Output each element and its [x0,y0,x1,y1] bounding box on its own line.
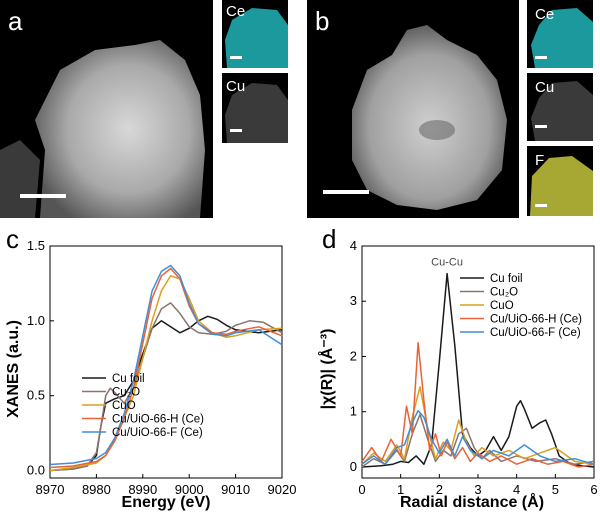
panel-b-sem-image: b [307,0,519,218]
panel-b-particle [352,25,507,210]
exafs-xtick-label: 0 [358,482,365,497]
panel-c-letter: c [6,224,19,254]
panel-b-map-ce-label: Ce [535,6,555,23]
panel-b-map-cu-label: Cu [535,79,555,96]
exafs-legend-label: CuO [490,300,514,312]
xanes-legend-label: Cu/UiO-66-F (Ce) [112,427,203,439]
exafs-xtick-label: 3 [474,482,481,497]
exafs-ytick-label: 0 [350,459,357,474]
xanes-ytick-label: 0.5 [27,388,45,403]
panel-a-particle [0,40,205,218]
exafs-xtick-label: 6 [590,482,597,497]
panel-a-map-ce: Ce [222,0,288,68]
exafs-series-0 [361,272,595,468]
panel-b-scale-bar [323,190,369,194]
xanes-legend-label: Cu₂O [112,387,140,399]
panel-a-map-ce-label: Ce [226,3,246,20]
xanes-legend-label: CuO [112,400,136,412]
panel-a-letter: a [8,6,23,36]
panel-a-scale-bar [20,194,66,198]
panel-b-map-ce: Ce [527,0,593,68]
exafs-annotation: Cu-Cu [431,257,463,269]
xanes-series-4 [49,264,283,466]
exafs-chart: |χ(R)| (Å⁻³) Radial distance (Å) 0 1 2 3 4 5 6… [317,238,598,511]
exafs-legend-label: Cu₂O [490,287,518,299]
xanes-chart: XANES (a.u.) Energy (eV) 8970 8980 8990 900… [5,238,297,511]
xanes-ytick-label: 1.0 [27,313,45,328]
exafs-ytick-label: 1 [350,404,357,419]
xanes-series-0 [49,315,283,472]
exafs-plot-frame [361,245,595,479]
exafs-legend-label: Cu/UiO-66-H (Ce) [490,314,582,326]
xanes-xtick-label: 8980 [82,482,111,497]
panel-b-map-f: F [527,146,593,216]
xanes-ytick-label: 0.0 [27,463,45,478]
exafs-xtick-label: 2 [436,482,443,497]
panel-b-map-f-label: F [535,152,545,169]
exafs-legend-label: Cu/UiO-66-F (Ce) [490,327,581,339]
exafs-ytick-label: 4 [350,238,357,253]
xanes-xtick-label: 9020 [268,482,297,497]
panel-a-sem-image: a [0,0,213,218]
exafs-ytick-label: 2 [350,348,357,363]
panel-b-letter: b [315,6,330,36]
panel-a-map-cu-label: Cu [226,78,246,95]
xanes-series-1 [49,302,283,472]
panel-b-map-f-scale-bar [535,204,547,207]
xanes-xlabel: Energy (eV) [122,494,211,511]
panel-b-map-cu: Cu [527,73,593,141]
exafs-xtick-label: 1 [397,482,404,497]
xanes-xtick-label: 8990 [128,482,157,497]
exafs-ylabel: |χ(R)| (Å⁻³) [317,329,336,410]
xanes-xtick-label: 9000 [175,482,204,497]
exafs-xlabel: Radial distance (Å) [400,492,544,511]
exafs-series-1 [361,413,595,468]
xanes-xtick-label: 9010 [221,482,250,497]
exafs-xtick-label: 4 [513,482,520,497]
exafs-legend-label: Cu foil [490,273,523,285]
panel-a-map-cu-scale-bar [230,129,242,132]
panel-d-letter: d [322,224,337,254]
exafs-series-4 [361,409,595,465]
exafs-series-3 [361,341,595,468]
xanes-xtick-label: 8970 [36,482,65,497]
panel-b-map-cu-scale-bar [535,125,547,128]
xanes-legend-label: Cu/UiO-66-H (Ce) [112,414,204,426]
xanes-legend-label: Cu foil [112,373,145,385]
exafs-xtick-label: 5 [552,482,559,497]
xanes-ytick-label: 1.5 [27,238,45,253]
xanes-series-3 [49,267,283,469]
panel-a-map-ce-scale-bar [230,56,242,59]
exafs-ytick-label: 3 [350,293,357,308]
panel-a-map-cu: Cu [222,73,288,143]
xanes-plot-frame [49,245,283,479]
panel-b-map-ce-scale-bar [535,56,547,59]
xanes-ylabel: XANES (a.u.) [5,320,22,418]
